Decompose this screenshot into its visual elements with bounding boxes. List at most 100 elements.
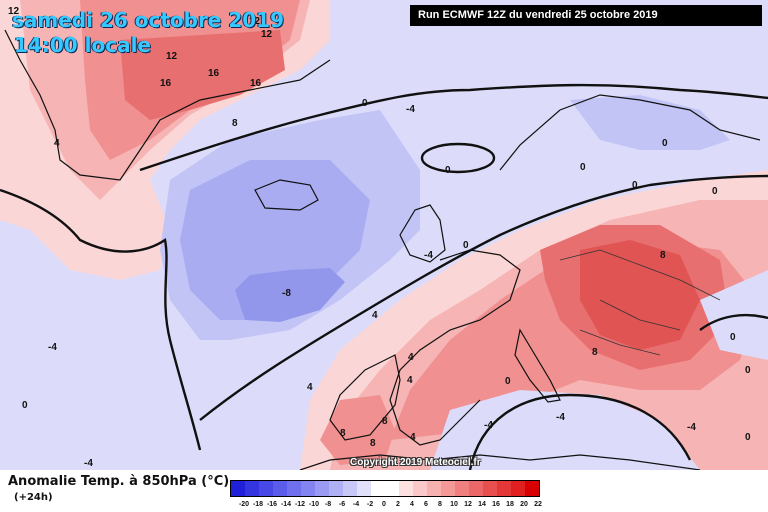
contour-label: 4 xyxy=(410,432,416,443)
contour-label: -4 xyxy=(48,342,57,353)
scale-tick-label: -10 xyxy=(308,501,320,508)
color-swatch xyxy=(525,481,539,496)
contour-label: 0 xyxy=(463,240,469,251)
contour-label: 8 xyxy=(382,416,388,427)
europe-coast xyxy=(389,249,521,446)
color-swatch xyxy=(441,481,455,496)
color-swatch xyxy=(413,481,427,496)
color-swatch xyxy=(259,481,273,496)
greenland-warm-deep xyxy=(120,30,285,120)
contour-label: -4 xyxy=(484,420,493,431)
scale-tick-label: -2 xyxy=(366,501,374,508)
color-swatch xyxy=(399,481,413,496)
contour-label: 8 xyxy=(592,347,598,358)
scale-tick-label: -4 xyxy=(352,501,360,508)
scale-tick-label: 20 xyxy=(520,501,528,508)
contour-label: -4 xyxy=(556,412,565,423)
color-swatch xyxy=(357,481,371,496)
zero-contour-west xyxy=(0,188,202,451)
contour-label: 4 xyxy=(307,382,313,393)
scale-tick-label: 8 xyxy=(438,501,442,508)
contour-label: 0 xyxy=(22,400,28,411)
zero-contour-east xyxy=(699,313,768,331)
scale-tick-label: -12 xyxy=(294,501,306,508)
scale-tick-label: 0 xyxy=(382,501,386,508)
scale-tick-label: -14 xyxy=(280,501,292,508)
legend-subtitle: (+24h) xyxy=(14,492,53,503)
scale-tick-label: -6 xyxy=(338,501,346,508)
scale-tick-label: 4 xyxy=(410,501,414,508)
color-swatch xyxy=(343,481,357,496)
contour-label: 12 xyxy=(8,6,20,17)
contour-label: 4 xyxy=(407,375,413,386)
contour-label: 0 xyxy=(362,98,368,109)
contour-label: 0 xyxy=(580,162,586,173)
color-swatch xyxy=(231,481,245,496)
scale-tick-label: -8 xyxy=(324,501,332,508)
scale-tick-label: 18 xyxy=(506,501,514,508)
scale-tick-label: 14 xyxy=(478,501,486,508)
africa-coast xyxy=(299,454,701,470)
forecast-time: 14:00 locale xyxy=(14,33,151,57)
color-scale xyxy=(230,480,540,497)
contour-label: 0 xyxy=(712,186,718,197)
color-swatch xyxy=(455,481,469,496)
contour-label: 8 xyxy=(232,118,238,129)
color-swatch xyxy=(245,481,259,496)
color-swatch xyxy=(483,481,497,496)
legend-title: Anomalie Temp. à 850hPa (°C) xyxy=(8,474,230,489)
contour-label: 0 xyxy=(745,365,751,376)
greenland-coast xyxy=(4,29,331,181)
scale-tick-label: -18 xyxy=(252,501,264,508)
contour-label: 16 xyxy=(160,78,172,89)
zero-contour-south xyxy=(468,393,692,470)
color-swatch xyxy=(315,481,329,496)
contour-label: 0 xyxy=(505,376,511,387)
color-swatch xyxy=(301,481,315,496)
scale-tick-label: 6 xyxy=(424,501,428,508)
color-swatch xyxy=(511,481,525,496)
zero-contour-loop xyxy=(420,142,496,174)
color-swatch xyxy=(371,481,385,496)
scale-tick-label: 2 xyxy=(396,501,400,508)
scale-tick-label: 22 xyxy=(534,501,542,508)
scale-tick-label: 10 xyxy=(450,501,458,508)
italy-coast xyxy=(514,328,561,403)
iberia-coast xyxy=(329,354,401,441)
color-swatch xyxy=(273,481,287,496)
contour-label: 0 xyxy=(745,432,751,443)
contour-label: -4 xyxy=(84,458,93,469)
british-isles-coast xyxy=(399,204,446,263)
contour-label: 8 xyxy=(660,250,666,261)
contour-label: 0 xyxy=(632,180,638,191)
color-swatch xyxy=(427,481,441,496)
contour-label: 0 xyxy=(662,138,668,149)
contour-label: 0 xyxy=(730,332,736,343)
contour-label: -4 xyxy=(406,104,415,115)
color-swatch xyxy=(497,481,511,496)
europe-warm-max xyxy=(580,240,700,350)
zero-contour-front xyxy=(199,174,768,421)
north-cold-patch xyxy=(570,95,730,150)
borders-east xyxy=(559,249,721,356)
contour-label: -4 xyxy=(687,422,696,433)
color-swatch xyxy=(329,481,343,496)
contour-label: -8 xyxy=(282,288,291,299)
contour-label: -4 xyxy=(424,250,433,261)
run-info: Run ECMWF 12Z du vendredi 25 octobre 201… xyxy=(410,5,762,26)
mediterranean-cold xyxy=(430,390,700,470)
scale-tick-label: -16 xyxy=(266,501,278,508)
atlantic-cold-deep xyxy=(235,268,345,322)
contour-label: 12 xyxy=(261,29,273,40)
zero-contour-main xyxy=(139,83,768,172)
color-swatch xyxy=(385,481,399,496)
forecast-date: samedi 26 octobre 2019 xyxy=(12,8,285,32)
iberia-warm-strong xyxy=(320,395,395,465)
contour-label: 4 xyxy=(408,352,414,363)
contour-label: 8 xyxy=(370,438,376,449)
contour-label: 4 xyxy=(372,310,378,321)
scale-tick-label: 16 xyxy=(492,501,500,508)
contour-label: 4 xyxy=(54,138,60,149)
contour-label: 12 xyxy=(249,16,261,27)
contour-label: 16 xyxy=(208,68,220,79)
